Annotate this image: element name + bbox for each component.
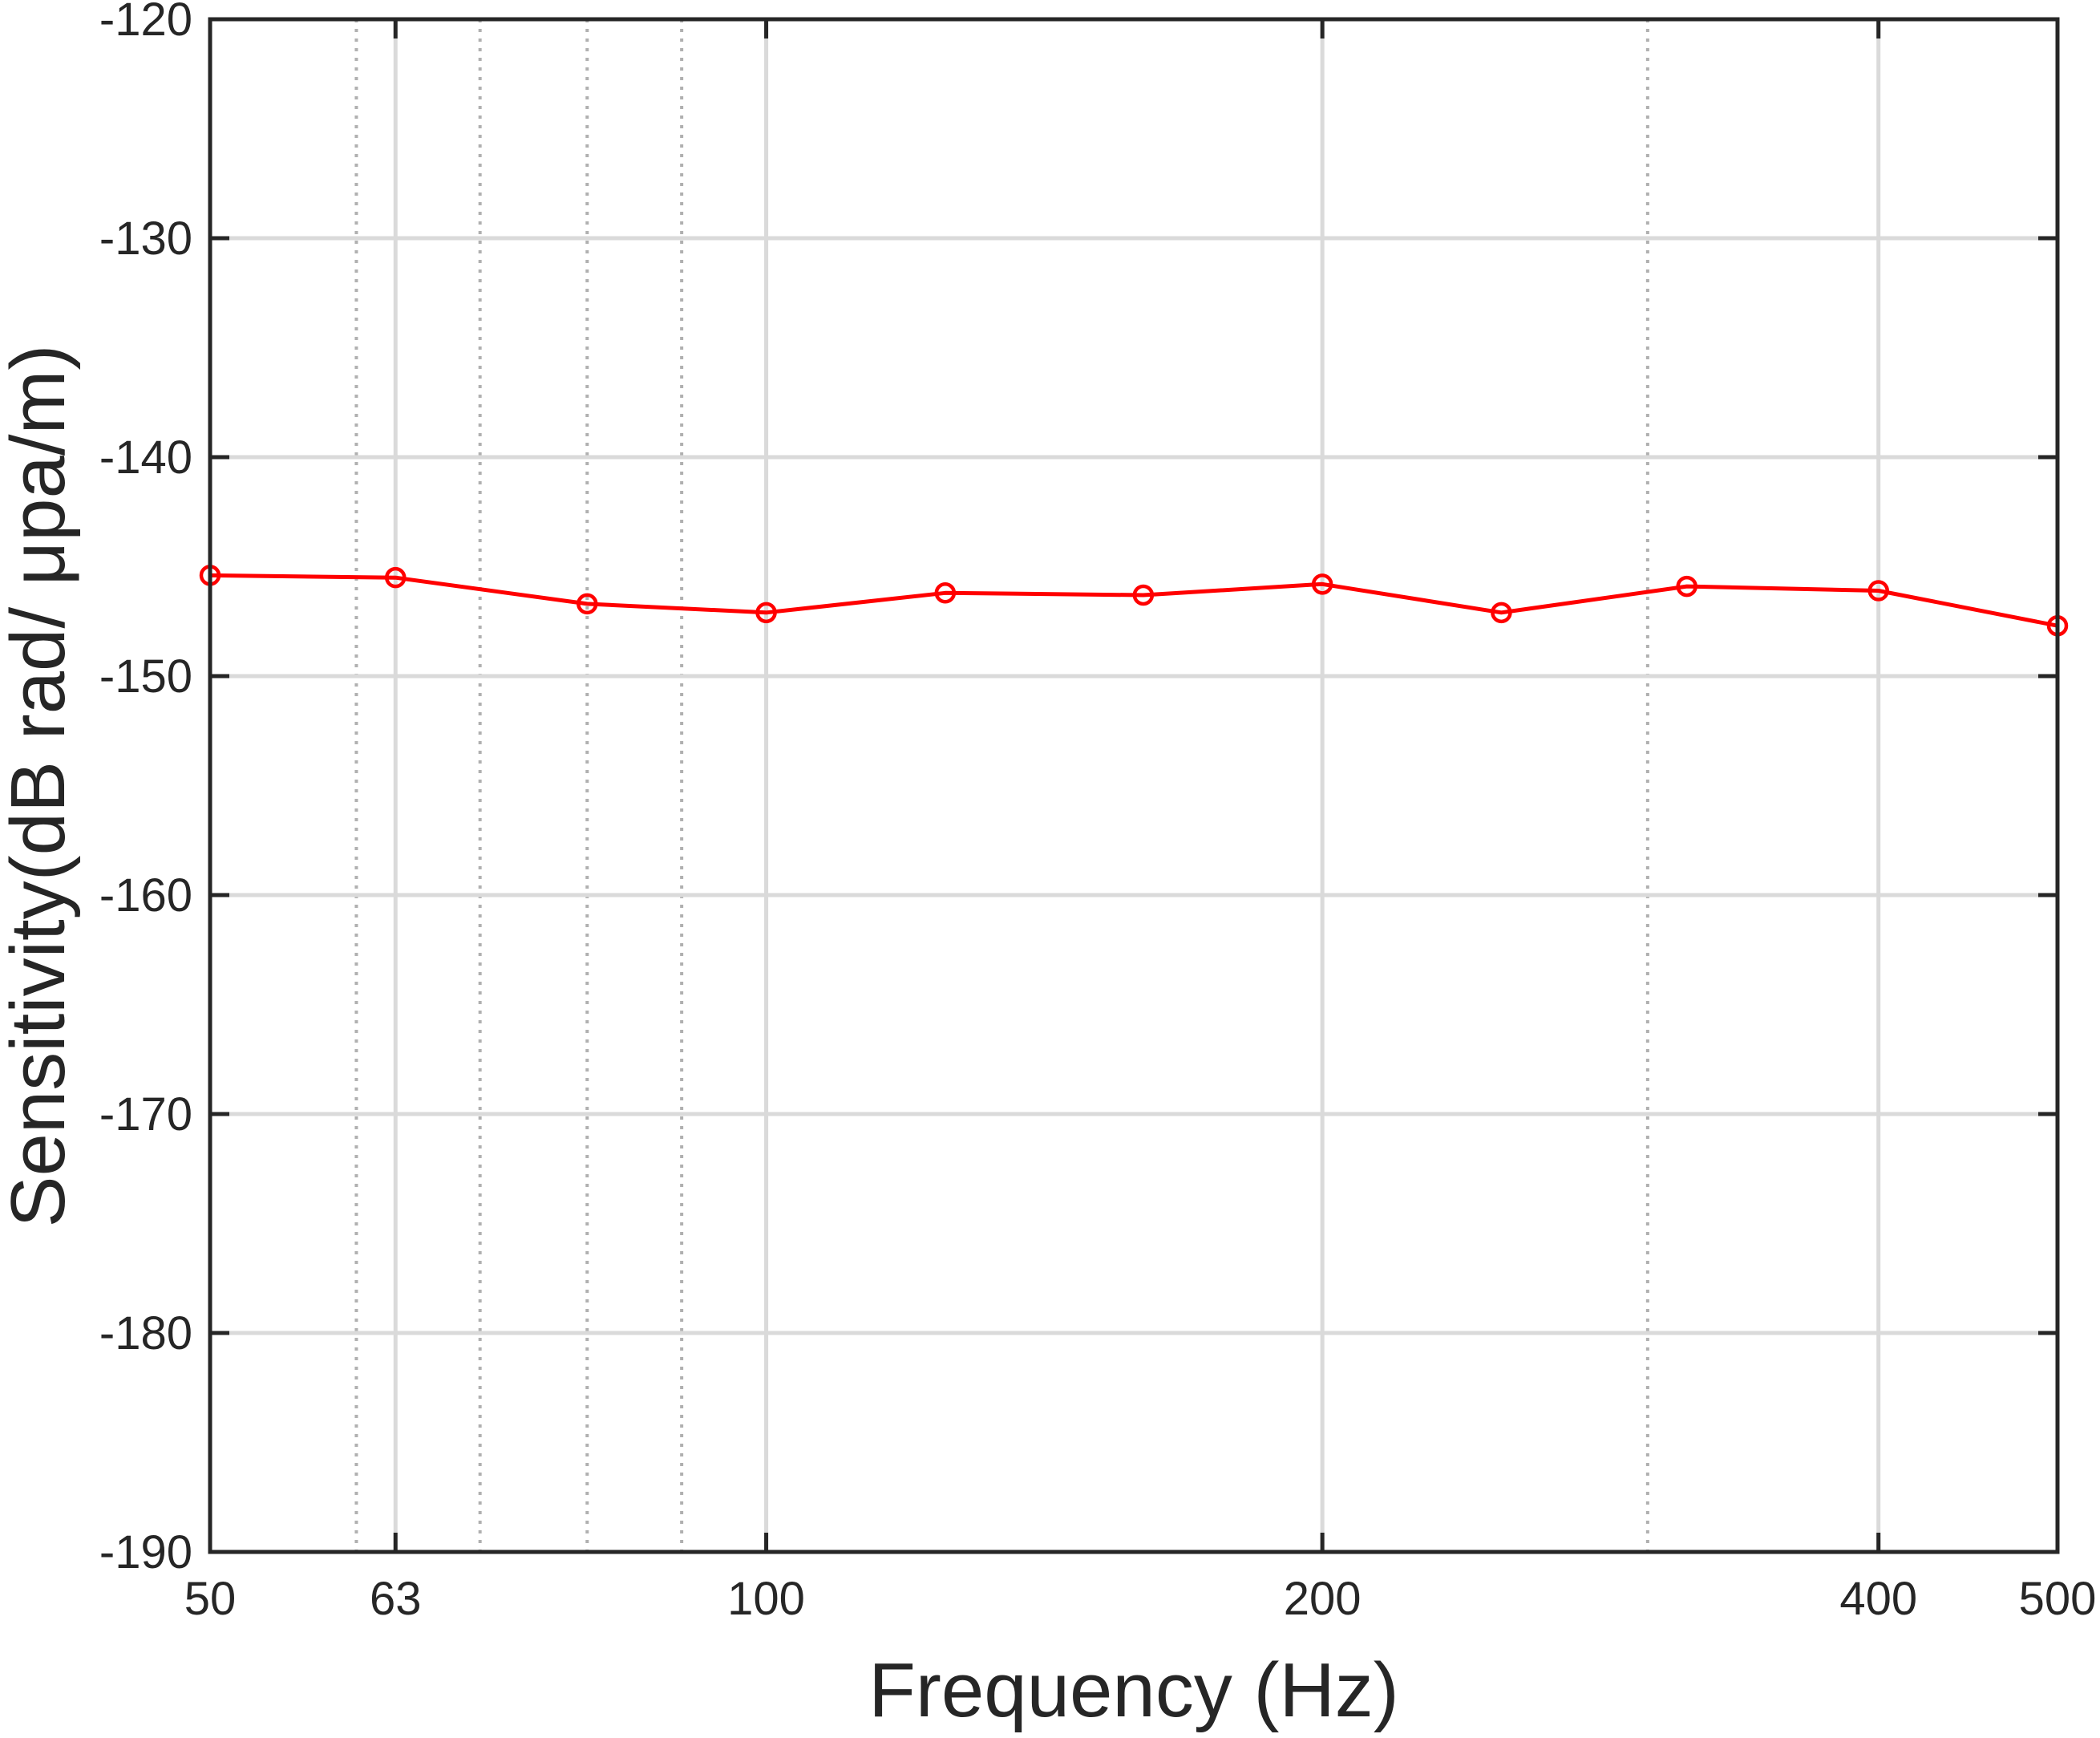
data-point (1867, 580, 1889, 602)
y-tick-label: -180 (99, 1307, 192, 1359)
y-tick-label: -190 (99, 1526, 192, 1578)
y-tick-label: -130 (99, 213, 192, 265)
series-line (209, 573, 2058, 628)
data-point (1132, 584, 1155, 606)
plot-background (210, 19, 2058, 1552)
y-tick-label: -140 (99, 431, 192, 484)
y-tick-label: -120 (99, 0, 192, 46)
data-point (577, 593, 598, 615)
data-point (755, 602, 777, 624)
data-point (1311, 573, 1333, 595)
y-axis-title: Sensitivity(dB rad/ μpa/m) (0, 345, 81, 1228)
x-tick-label: 50 (184, 1573, 237, 1625)
ticks: 50 63 100 200 400 500 -190 -180 -170 -160 -150 -140… (99, 0, 2096, 1625)
y-tick-label: -170 (99, 1088, 192, 1140)
data-point (934, 582, 957, 604)
data-point (1676, 575, 1697, 598)
data-point (1491, 602, 1512, 624)
plot-frame (208, 17, 2060, 1554)
x-tick-label: 63 (370, 1573, 422, 1625)
y-tick-label: -150 (99, 650, 192, 703)
x-tick-label: 100 (727, 1573, 805, 1625)
x-tick-label: 500 (2019, 1573, 2097, 1625)
series-layer (199, 565, 2069, 637)
x-tick-label: 400 (1839, 1573, 1917, 1625)
x-axis-title: Frequency (Hz) (868, 1647, 1399, 1733)
y-tick-label: -160 (99, 869, 192, 922)
data-point (385, 566, 407, 589)
x-tick-label: 200 (1284, 1573, 1362, 1625)
